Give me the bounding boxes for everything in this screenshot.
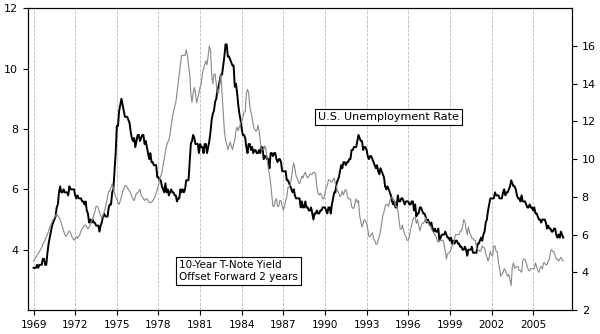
Text: U.S. Unemployment Rate: U.S. Unemployment Rate bbox=[318, 112, 459, 122]
Text: 10-Year T-Note Yield
Offset Forward 2 years: 10-Year T-Note Yield Offset Forward 2 ye… bbox=[179, 260, 298, 282]
